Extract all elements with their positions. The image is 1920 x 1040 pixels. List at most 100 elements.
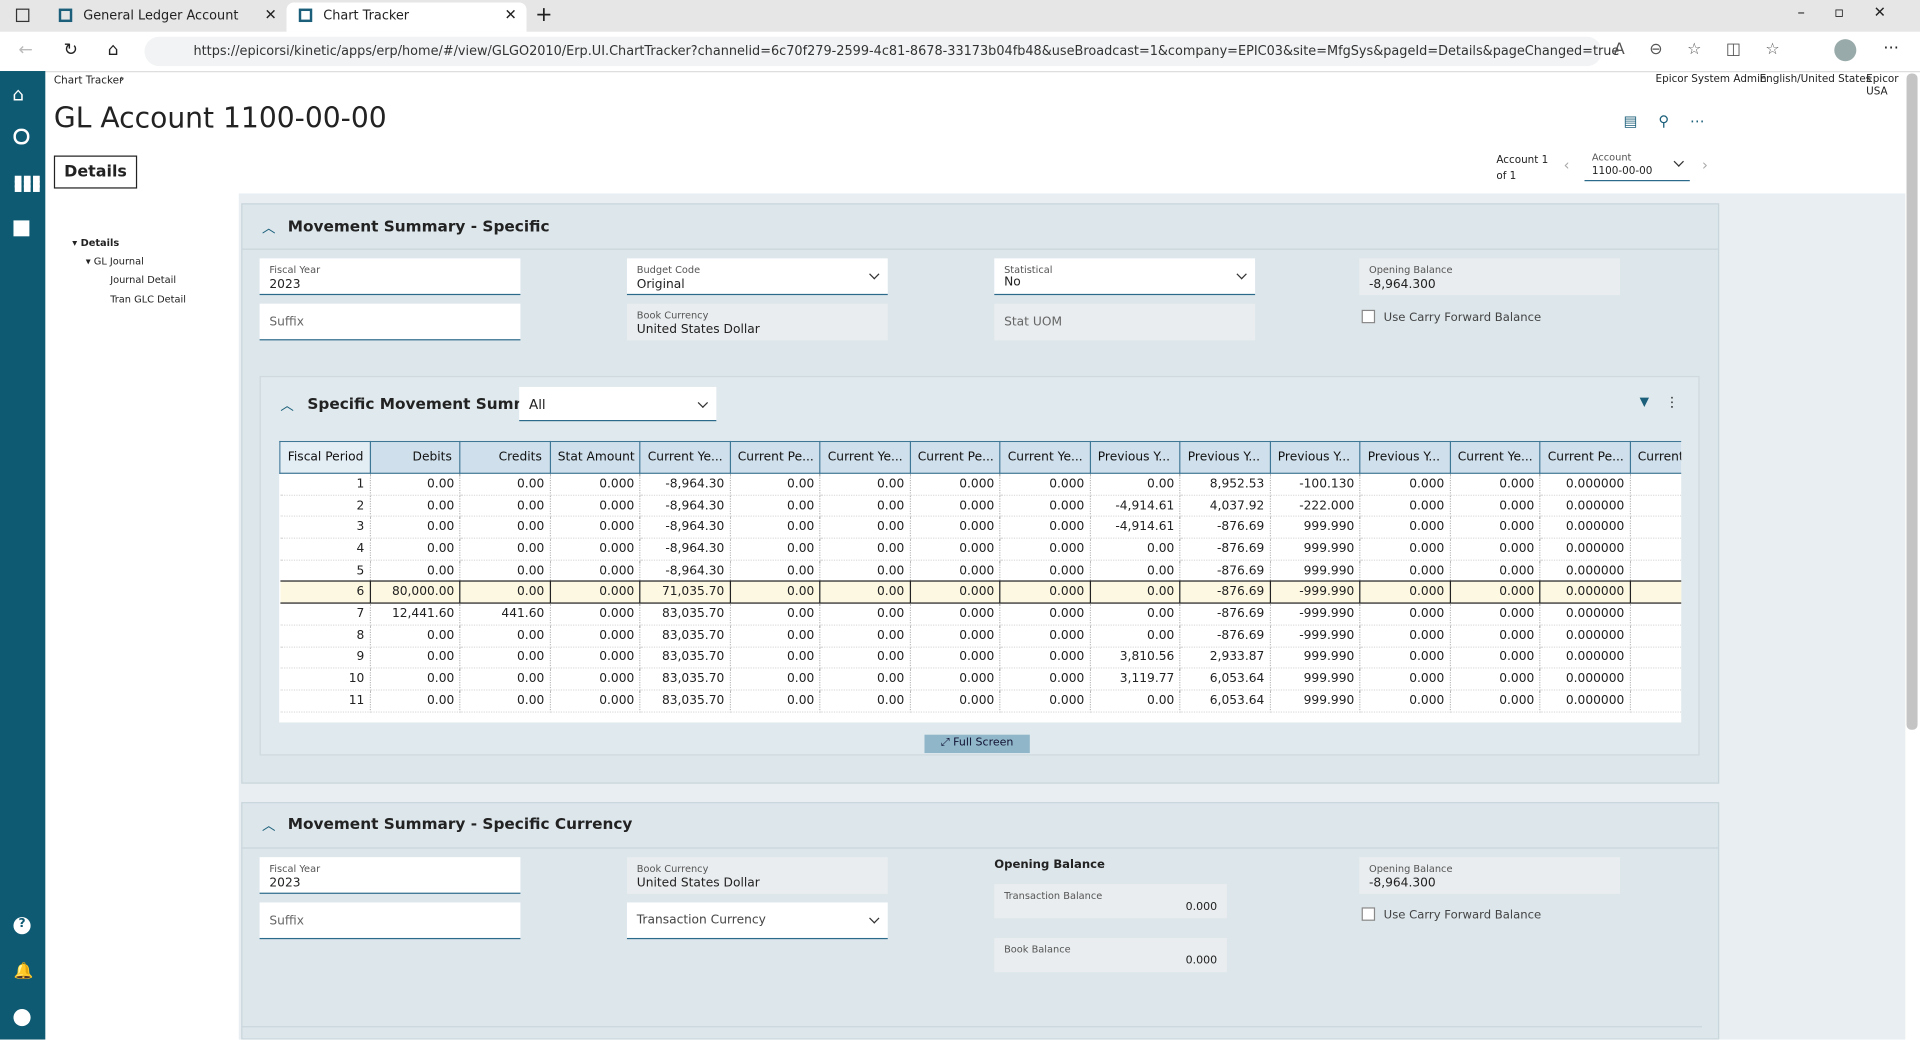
column-header[interactable]: Debits [369,440,461,474]
new-tab[interactable]: + [535,2,553,27]
statistical-dropdown[interactable]: Statistical No [994,258,1256,296]
column-header[interactable]: Current Pe... [1539,440,1631,474]
field-value: 2023 [269,876,301,891]
nav-help[interactable]: ? [13,917,31,935]
nav-user[interactable] [13,1008,31,1027]
grid-row[interactable]: 1 0.00 0.00 0.000 -8,964.30 0.00 0.00 0.000 0.00… [279,473,1682,496]
profile[interactable] [1834,39,1857,62]
grid-row[interactable]: 4 0.00 0.00 0.000 -8,964.30 0.00 0.00 0.000 0.00… [279,538,1682,561]
nav-apps[interactable]: ▪▪▪ ▪▪▪ ▪▪▪ [13,170,41,196]
nav-home[interactable]: ⌂ [12,83,24,106]
browser-tools[interactable]: A⊖☆◫☆ [1613,40,1805,59]
grid-cell: 0.000 [549,538,641,561]
url-field[interactable]: https://epicorsi/kinetic/apps/erp/home/#… [144,36,1619,67]
nav-dashboard[interactable] [13,220,30,237]
next-record[interactable]: › [1702,156,1708,174]
tree-node[interactable]: Journal Detail [110,274,177,286]
column-header[interactable]: Previous Y... [1359,440,1451,474]
grid-cell: 0.000 [549,516,641,539]
grid-cell: 999.990 [1269,689,1361,713]
grid-cell [1629,516,1682,539]
suffix-field[interactable]: Suffix [259,902,521,940]
grid-row[interactable]: 7 12,441.60 441.60 0.000 83,035.70 0.00 0.00 0.… [279,603,1682,626]
grid-row[interactable]: 2 0.00 0.00 0.000 -8,964.30 0.00 0.00 0.000 0.00… [279,494,1682,518]
grid-row[interactable]: 6 80,000.00 0.00 0.000 71,035.70 0.00 0.00 0.00… [279,580,1682,604]
grid-cell: 8 [279,624,371,648]
grid-row[interactable]: 11 0.00 0.00 0.000 83,035.70 0.00 0.00 0.000 0.0… [279,689,1682,713]
checkbox[interactable] [1361,907,1376,921]
column-header[interactable]: Current Ye... [639,440,731,474]
grid-row[interactable]: 9 0.00 0.00 0.000 83,035.70 0.00 0.00 0.000 0.00… [279,646,1682,669]
tab-close[interactable]: ✕ [504,6,517,24]
user-name[interactable]: Epicor System Admin [1655,73,1767,86]
fiscal-year-field[interactable]: Fiscal Year 2023 [259,857,521,894]
grid-row[interactable]: 5 0.00 0.00 0.000 -8,964.30 0.00 0.00 0.000 0.00… [279,559,1682,583]
divider [242,847,1718,849]
grid-row[interactable]: 3 0.00 0.00 0.000 -8,964.30 0.00 0.00 0.000 0.00… [279,516,1682,539]
back-button[interactable]: ← [18,40,33,61]
column-header[interactable]: Current Pe... [729,440,821,474]
collapse-toggle[interactable]: ︿ [280,397,294,414]
tree-node[interactable]: ▾ GL Journal [85,255,144,267]
account-dropdown[interactable]: Account 1100-00-00 [1584,145,1690,182]
nav-notifications[interactable]: 🔔 [13,962,34,981]
reload-button[interactable]: ↻ [63,40,79,61]
header-tools[interactable]: ▤⚲⋯ [1623,112,1726,130]
column-header[interactable]: Fiscal Period [279,440,371,474]
checkbox[interactable] [1361,309,1376,324]
checkbox-label: Use Carry Forward Balance [1383,311,1542,325]
column-header[interactable]: Current Ye... [819,440,911,474]
grid-row[interactable]: 10 0.00 0.00 0.000 83,035.70 0.00 0.00 0.000 0.0… [279,668,1682,691]
column-header[interactable]: Current Pe... [909,440,1001,474]
tab-icon [298,8,313,23]
details-tab[interactable]: Details [53,155,138,189]
tab-active[interactable]: Chart Tracker ✕ [286,2,527,32]
locale[interactable]: English/United States [1759,73,1872,86]
grid-cell: 0.000 [909,603,1001,626]
grid-cell: 0.00 [819,668,911,691]
grid-cell: 0.00 [459,516,551,539]
prev-record[interactable]: ‹ [1563,156,1570,174]
grid-menu[interactable]: ⋮ [1665,394,1679,411]
column-header[interactable]: Previous Y... [1269,440,1361,474]
grid-row[interactable]: 8 0.00 0.00 0.000 83,035.70 0.00 0.00 0.000 0.00… [279,624,1682,648]
tree-panel: ▾ Details ▾ GL Journal Journal Detail Tr… [53,203,239,1040]
budget-code-dropdown[interactable]: Budget Code Original [626,258,888,296]
grid-cell: 0.000 [999,516,1091,539]
column-header[interactable]: Previous Y... [1179,440,1271,474]
field-value: Transaction Currency [636,913,766,927]
filter-button[interactable]: ▼ [1639,395,1650,409]
suffix-field[interactable]: Suffix [259,303,521,341]
tab-actions[interactable] [15,8,30,23]
nav-search[interactable] [13,128,30,145]
column-header[interactable]: Previous Y... [1089,440,1181,474]
column-header[interactable]: Current Ye... [1449,440,1541,474]
currency-dropdown[interactable]: Transaction Currency [626,902,888,940]
collapse-toggle[interactable]: ︿ [262,817,276,834]
fiscal-year-field[interactable]: Fiscal Year 2023 [259,258,521,296]
column-header[interactable]: Credits [459,440,551,474]
tree-node[interactable]: ▾ Details [72,237,120,249]
grid-cell: 0.000 [549,580,641,604]
filter-dropdown[interactable]: All [519,386,717,422]
tab-close[interactable]: ✕ [264,6,277,24]
scrollbar[interactable] [1906,73,1918,730]
tab[interactable]: General Ledger Account ✕ [49,2,284,31]
tree-label: Details [80,237,120,249]
grid-cell: 0.000 [1449,624,1541,648]
grid-cell: 0.000 [909,516,1001,539]
grid-cell: -876.69 [1179,603,1271,626]
column-header[interactable]: Current Ye... [999,440,1091,474]
window-controls[interactable]: –▫✕ [1797,3,1916,21]
column-header[interactable]: Stat Amount [549,440,641,474]
column-header[interactable]: Current Y [1629,440,1682,474]
company[interactable]: Epicor USA [1866,73,1899,98]
home-button[interactable]: ⌂ [107,40,119,61]
collapse-toggle[interactable]: ︿ [262,220,276,237]
breadcrumb[interactable]: Chart Tracker [53,74,124,87]
browser-menu[interactable]: ⋯ [1883,39,1900,58]
grid-cell [1629,473,1682,496]
tree-node[interactable]: Tran GLC Detail [110,293,186,305]
full-screen-button[interactable]: ⤢ Full Screen [924,734,1030,754]
grid-cell: -8,964.30 [639,494,731,518]
